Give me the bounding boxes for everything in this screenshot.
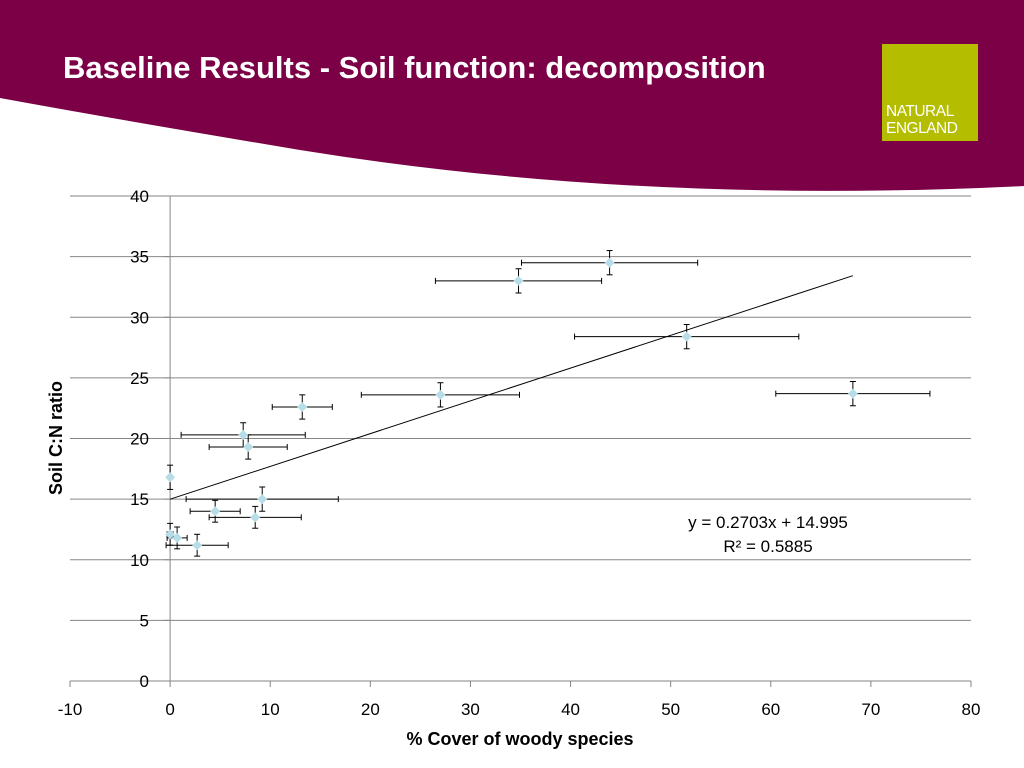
data-point [513, 275, 524, 286]
data-point [172, 532, 183, 543]
trendline-group [169, 275, 854, 500]
data-point [210, 506, 221, 517]
data-point [238, 429, 249, 440]
x-tick-label: -10 [58, 700, 83, 719]
y-tick-label: 0 [140, 672, 149, 691]
data-points [165, 257, 858, 551]
y-tick-label: 35 [130, 248, 149, 267]
y-tick-label: 5 [140, 611, 149, 630]
data-point [165, 529, 176, 540]
trendline-r-squared: R² = 0.5885 [723, 537, 812, 556]
x-tick-label: 10 [261, 700, 280, 719]
x-axis-title: % Cover of woody species [406, 729, 633, 749]
data-point [297, 401, 308, 412]
y-tick-label: 10 [130, 551, 149, 570]
data-point [243, 441, 254, 452]
y-tick-label: 40 [130, 187, 149, 206]
x-tick-label: 20 [361, 700, 380, 719]
x-tick-label: 80 [962, 700, 981, 719]
logo-text-natural: NATURAL [886, 103, 954, 120]
x-tick-label: 60 [761, 700, 780, 719]
y-tick-label: 15 [130, 490, 149, 509]
y-axis-title: Soil C:N ratio [46, 381, 66, 495]
x-tick-label: 50 [661, 700, 680, 719]
x-tick-label: 0 [165, 700, 174, 719]
data-point [257, 494, 268, 505]
tick-labels: 0 5 10 15 20 25 30 35 40 -10 0 10 20 30 40 50 60 70 80 [58, 187, 981, 719]
trendline-equation: y = 0.2703x + 14.995 [688, 513, 848, 532]
error-bars [165, 250, 931, 557]
y-tick-label: 20 [130, 430, 149, 449]
x-tick-label: 30 [461, 700, 480, 719]
data-point [435, 389, 446, 400]
slide-title: Baseline Results - Soil function: decomp… [63, 50, 766, 85]
x-tick-label: 40 [561, 700, 580, 719]
data-point [165, 472, 176, 483]
logo-text-england: ENGLAND [886, 120, 958, 137]
data-point [681, 331, 692, 342]
axes [69, 195, 972, 687]
data-point [604, 257, 615, 268]
natural-england-logo: NATURAL ENGLAND [882, 44, 978, 141]
header-curve [0, 0, 1024, 191]
y-tick-label: 30 [130, 308, 149, 327]
slide-header-band [0, 0, 1024, 191]
data-point [847, 388, 858, 399]
data-point [250, 512, 261, 523]
x-tick-label: 70 [861, 700, 880, 719]
y-tick-label: 25 [130, 369, 149, 388]
trendline [169, 275, 854, 500]
data-point [192, 540, 203, 551]
